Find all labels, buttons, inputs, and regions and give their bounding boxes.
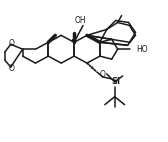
Text: HO: HO (136, 45, 148, 54)
Text: ·': ·' (89, 65, 93, 71)
Text: OH: OH (74, 16, 86, 25)
Text: O: O (100, 70, 106, 80)
Text: Si: Si (111, 77, 120, 86)
Text: O: O (9, 39, 15, 48)
Text: O: O (9, 63, 15, 73)
